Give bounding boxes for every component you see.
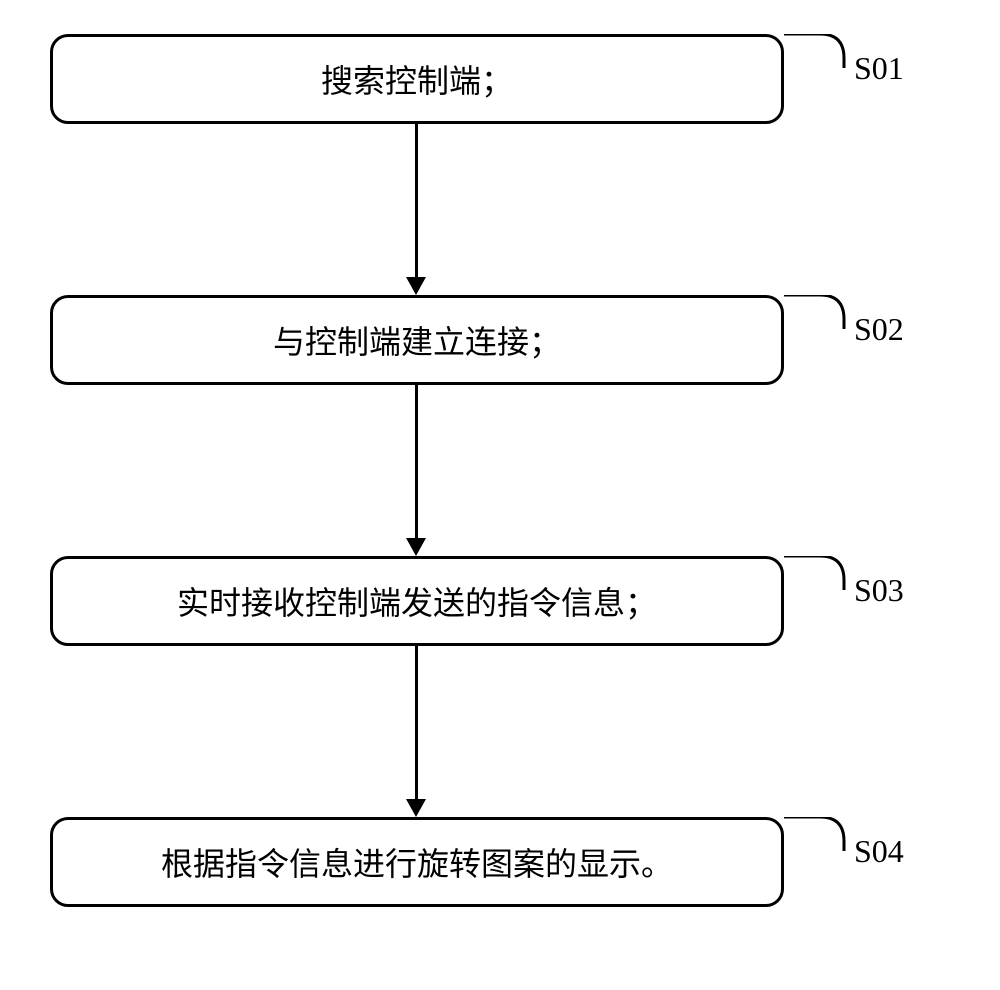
flow-node: 实时接收控制端发送的指令信息；	[50, 556, 784, 646]
step-label: S02	[854, 311, 904, 348]
arrow-line	[415, 646, 418, 799]
arrow-line	[415, 124, 418, 277]
node-text: 根据指令信息进行旋转图案的显示。	[161, 839, 673, 885]
step-label: S04	[854, 833, 904, 870]
flow-node: 根据指令信息进行旋转图案的显示。	[50, 817, 784, 907]
flow-node: 与控制端建立连接；	[50, 295, 784, 385]
arrow-head	[406, 538, 426, 556]
node-text: 搜索控制端；	[321, 56, 513, 102]
flowchart-container: 搜索控制端； S01 与控制端建立连接； S02 实时接收控制端发送的指令信息；…	[0, 0, 1000, 990]
step-label: S01	[854, 50, 904, 87]
flow-node: 搜索控制端；	[50, 34, 784, 124]
node-text: 与控制端建立连接；	[273, 317, 561, 363]
node-text: 实时接收控制端发送的指令信息；	[177, 578, 657, 624]
arrow-head	[406, 277, 426, 295]
arrow-line	[415, 385, 418, 538]
step-label: S03	[854, 572, 904, 609]
arrow-head	[406, 799, 426, 817]
